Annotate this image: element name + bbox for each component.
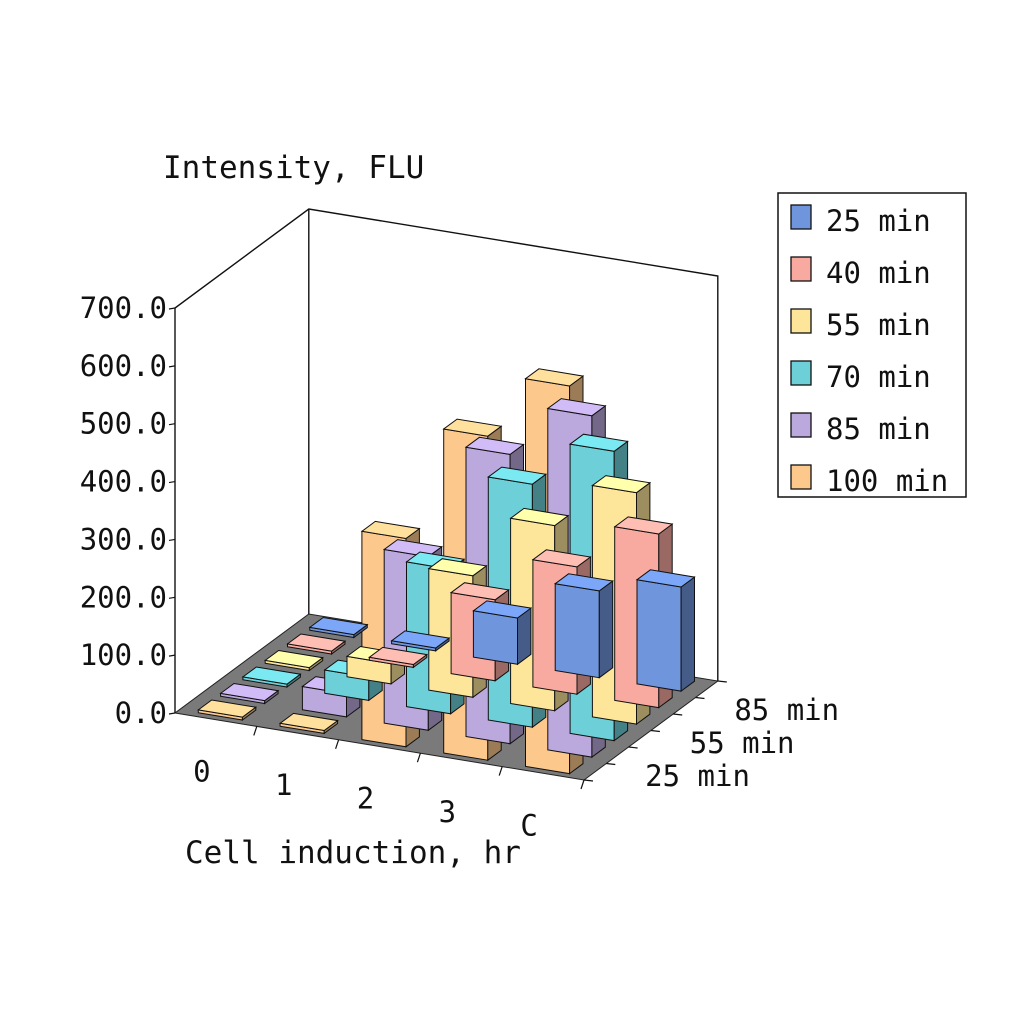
y-tick (168, 480, 176, 484)
depth-tick (606, 762, 616, 766)
bar (278, 712, 339, 735)
bar-top (360, 520, 421, 540)
bar-front (554, 583, 600, 679)
legend-label: 25 min (826, 204, 931, 238)
depth-tick (650, 729, 660, 733)
bar-top (509, 507, 570, 527)
x-axis-title: Cell induction, hr (185, 835, 521, 871)
bar-top (472, 600, 533, 619)
bar-top (219, 682, 280, 702)
bar-side (598, 580, 614, 679)
y-tick (168, 654, 176, 657)
bar-top (427, 558, 488, 577)
bar-top (263, 649, 324, 669)
x-tick-label: 3 (439, 795, 456, 829)
bar (219, 682, 280, 705)
bar-top (382, 539, 443, 558)
depth-tick (673, 713, 683, 716)
y-tick (168, 596, 176, 599)
depth-tick (717, 680, 727, 683)
axes: 0.0 100.0 200.0 300.0 400.0 500.0 600.0 700.0 0 1… (80, 291, 839, 842)
bar-top (241, 666, 302, 685)
depth-tick (628, 746, 638, 749)
bar (635, 569, 696, 693)
bar-top (278, 712, 339, 732)
legend-label: 100 min (826, 464, 948, 498)
bar-front (472, 610, 518, 665)
y-tick-label: 400.0 (80, 465, 167, 499)
y-tick (168, 365, 176, 368)
depth-tick-label: 55 min (690, 726, 795, 760)
x-tick-label: C (520, 808, 537, 842)
y-tick (168, 712, 176, 715)
legend-swatch (790, 412, 812, 438)
bar-top (449, 582, 510, 601)
x-tick (498, 766, 503, 776)
bar-top (568, 433, 629, 452)
x-tick (335, 739, 340, 749)
bar-top (464, 436, 525, 455)
bar-front (636, 579, 682, 692)
legend-label: 40 min (826, 256, 931, 290)
bar-top (442, 418, 503, 437)
bar-top (635, 569, 696, 588)
bar-top (286, 633, 347, 652)
y-tick-label: 500.0 (80, 407, 167, 441)
bar-top (613, 516, 674, 535)
bar-top (308, 616, 369, 636)
bar-top (368, 646, 429, 666)
legend-swatch (790, 256, 812, 282)
bar-side (680, 576, 695, 693)
y-tick-label: 0.0 (115, 696, 167, 730)
depth-tick (583, 779, 594, 782)
legend: 25 min 40 min 55 min 70 min 85 min 100 min (777, 192, 967, 498)
y-tick (168, 538, 176, 542)
bar (553, 573, 614, 679)
bar-top (553, 573, 614, 592)
bar (263, 649, 324, 672)
bar-top (390, 630, 451, 649)
legend-swatch (790, 360, 812, 386)
bar-top (531, 549, 592, 568)
y-tick (168, 307, 176, 310)
bar-top (487, 466, 548, 485)
legend-swatch (790, 204, 812, 230)
legend-swatch (790, 308, 812, 334)
bar (197, 699, 258, 721)
x-tick-label: 0 (193, 755, 210, 789)
legend-box (777, 192, 967, 498)
x-tick-label: 2 (357, 782, 374, 816)
x-tick (580, 779, 585, 790)
bar-top (591, 475, 652, 494)
bar-top (524, 368, 585, 387)
x-tick-label: 1 (275, 768, 292, 802)
bars (197, 368, 696, 775)
depth-tick (695, 696, 705, 700)
depth-tick-label: 85 min (734, 693, 839, 727)
legend-label: 70 min (826, 360, 931, 394)
bar (286, 633, 347, 655)
x-tick (416, 753, 421, 763)
bar (472, 600, 533, 666)
bar (308, 616, 369, 639)
chart-title: Intensity, FLU (163, 150, 424, 186)
x-tick (253, 726, 258, 736)
bar-top (546, 398, 607, 417)
y-tick (168, 423, 176, 426)
legend-label: 55 min (826, 308, 931, 342)
bar (390, 630, 451, 652)
legend-label: 85 min (826, 412, 931, 446)
depth-tick-label: 25 min (645, 759, 750, 793)
y-tick-label: 600.0 (80, 349, 167, 383)
legend-swatch (790, 464, 812, 490)
y-tick-label: 300.0 (80, 522, 167, 556)
bar-top (197, 699, 258, 718)
bar (368, 646, 429, 669)
y-tick-label: 100.0 (80, 638, 167, 672)
y-tick-label: 700.0 (80, 291, 167, 325)
bar (241, 666, 302, 688)
y-tick-label: 200.0 (80, 580, 167, 614)
